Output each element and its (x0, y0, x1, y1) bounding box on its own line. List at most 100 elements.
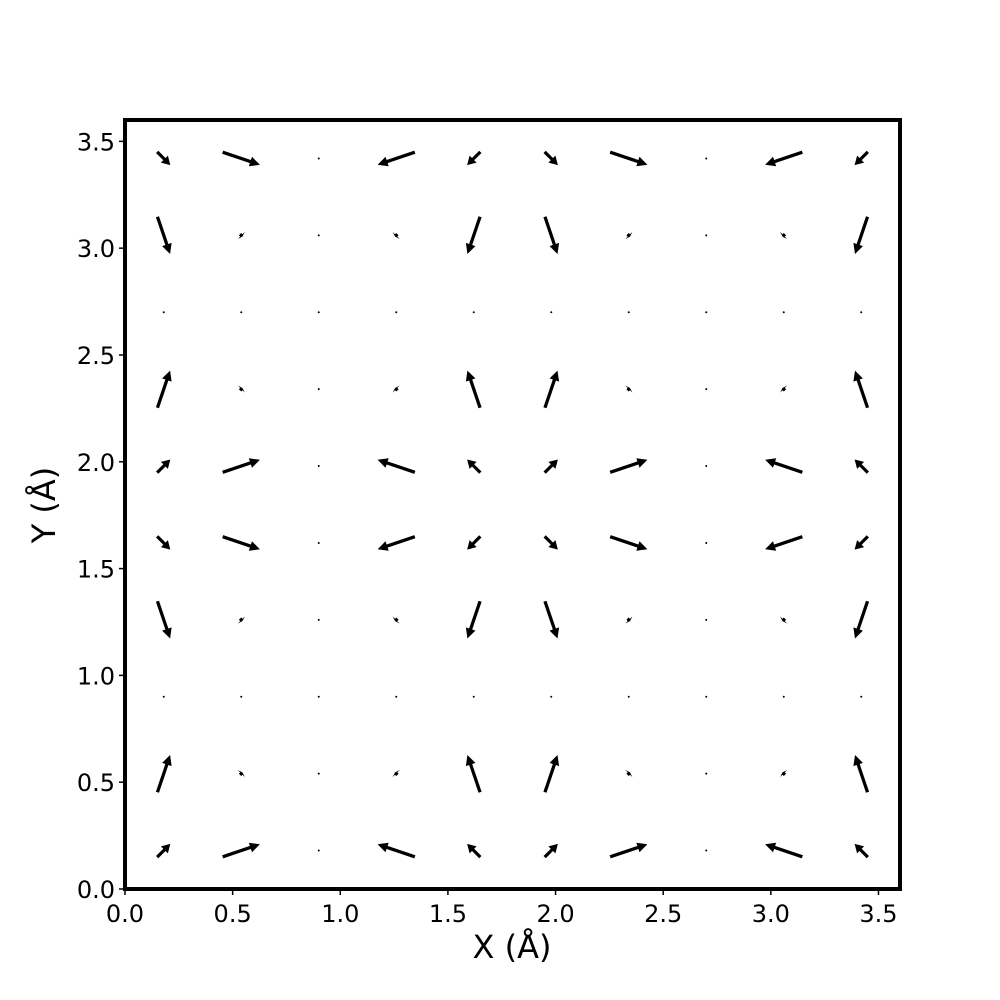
arrow (377, 535, 416, 551)
arrow (467, 843, 482, 859)
arrow (609, 150, 648, 167)
arrow (705, 541, 708, 544)
arrow (155, 600, 172, 639)
x-tick-label: 2.0 (536, 900, 574, 928)
arrow (627, 695, 630, 698)
arrow (317, 311, 320, 314)
arrow (377, 150, 416, 167)
arrow (317, 234, 320, 237)
arrow (392, 385, 400, 393)
arrow (543, 370, 560, 409)
x-tick-label: 0.5 (214, 900, 252, 928)
arrow (392, 616, 400, 624)
arrow (377, 842, 416, 859)
arrow (780, 231, 788, 239)
arrow (860, 311, 863, 314)
arrow (854, 843, 869, 859)
arrow (625, 616, 633, 624)
arrow (854, 150, 869, 166)
arrow (237, 770, 245, 778)
arrow (782, 695, 785, 698)
arrow (705, 465, 708, 468)
arrow (317, 849, 320, 852)
arrow (853, 600, 870, 639)
arrow (317, 541, 320, 544)
arrow (609, 535, 648, 551)
arrow (543, 216, 560, 254)
arrow (317, 465, 320, 468)
arrow (780, 385, 788, 393)
y-tick-label: 0.0 (77, 876, 115, 904)
arrow (543, 600, 560, 639)
arrow (765, 535, 803, 551)
x-axis-label: X (Å) (473, 928, 552, 966)
arrow (609, 842, 648, 859)
arrow (162, 695, 165, 698)
arrow (467, 459, 482, 474)
arrow (465, 755, 482, 793)
x-tick-label: 1.5 (429, 900, 467, 928)
arrow (155, 216, 172, 254)
y-tick-label: 2.0 (77, 449, 115, 477)
arrow (237, 231, 245, 239)
y-tick-label: 1.5 (77, 556, 115, 584)
arrow (780, 770, 788, 778)
y-tick-label: 2.5 (77, 342, 115, 370)
y-axis-label: Y (Å) (25, 467, 63, 545)
arrow (765, 842, 803, 859)
arrow (627, 311, 630, 314)
arrow (240, 695, 243, 698)
arrow (222, 842, 260, 859)
arrow (156, 150, 171, 166)
arrow (472, 311, 475, 314)
arrow (550, 311, 553, 314)
arrow (465, 600, 482, 639)
arrow (765, 150, 803, 167)
arrow (765, 458, 803, 474)
arrow (237, 616, 245, 624)
arrow (705, 772, 708, 775)
arrow (156, 843, 171, 859)
arrow (705, 849, 708, 852)
arrow (705, 388, 708, 391)
arrow (155, 370, 172, 409)
arrow (543, 150, 558, 166)
plot-frame (123, 118, 902, 891)
arrow (543, 535, 558, 550)
arrow (222, 150, 260, 167)
arrow (317, 772, 320, 775)
y-tick-label: 1.0 (77, 662, 115, 690)
arrow (240, 311, 243, 314)
arrow (465, 216, 482, 254)
arrow (625, 231, 633, 239)
arrow (609, 458, 648, 474)
arrow (156, 535, 171, 550)
arrow (625, 385, 633, 393)
arrow (705, 234, 708, 237)
arrow (782, 311, 785, 314)
arrow (860, 695, 863, 698)
arrow (472, 695, 475, 698)
arrow (317, 618, 320, 621)
arrow (222, 535, 260, 551)
y-tick-label: 0.5 (77, 769, 115, 797)
y-tick-label: 3.0 (77, 235, 115, 263)
arrow (155, 755, 172, 793)
x-tick-label: 0.0 (106, 900, 144, 928)
arrow (377, 458, 416, 474)
arrow (465, 370, 482, 409)
arrow (395, 695, 398, 698)
arrow (467, 535, 482, 550)
arrow (550, 695, 553, 698)
arrow (854, 459, 869, 474)
arrow (162, 311, 165, 314)
x-tick-label: 1.0 (321, 900, 359, 928)
arrow (395, 311, 398, 314)
arrow (222, 458, 260, 474)
arrow (467, 150, 482, 166)
arrow (543, 755, 560, 793)
arrow (543, 843, 558, 859)
arrow (853, 370, 870, 409)
arrow (853, 755, 870, 793)
